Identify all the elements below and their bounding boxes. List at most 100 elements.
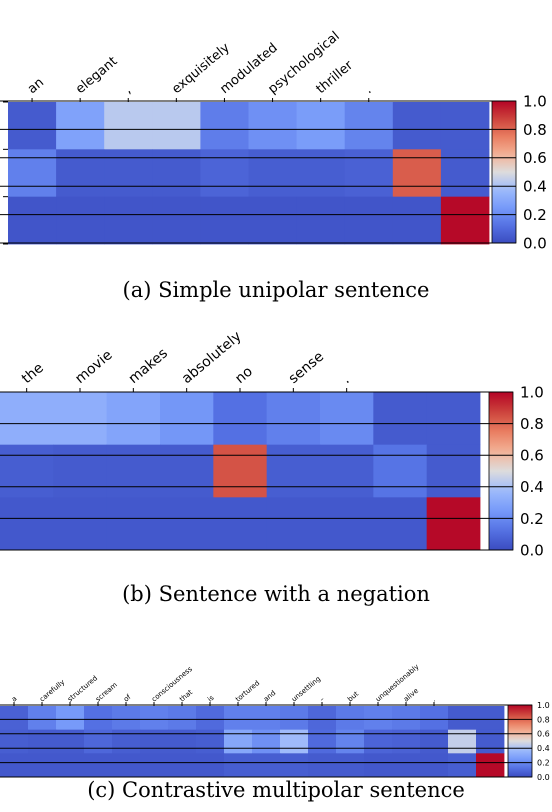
heatmap-cell bbox=[308, 706, 337, 731]
colorbar-tick-label: 0.2 bbox=[523, 206, 547, 224]
heatmap-cell bbox=[224, 753, 253, 778]
heatmap-cell bbox=[296, 196, 346, 245]
colorbar-tick-label: 0.8 bbox=[537, 715, 550, 724]
token-label: carefully bbox=[38, 678, 66, 703]
heatmap-cell bbox=[160, 497, 214, 551]
heatmap-cell bbox=[248, 196, 297, 245]
heatmap-cell bbox=[476, 753, 505, 778]
token-label: unsettling bbox=[290, 675, 322, 704]
token-label: tortured bbox=[234, 679, 261, 703]
token-label: . bbox=[430, 696, 437, 704]
heatmap-cell bbox=[392, 753, 421, 778]
heatmap-cell bbox=[440, 196, 490, 245]
figure-caption: (b) Sentence with a negation bbox=[122, 582, 430, 606]
heatmap-cell bbox=[112, 753, 141, 778]
heatmap-cell bbox=[56, 149, 105, 198]
token-label: and bbox=[262, 689, 277, 704]
heatmap-cell bbox=[140, 706, 169, 731]
heatmap-cell bbox=[364, 706, 393, 731]
token-label: but bbox=[346, 690, 360, 704]
heatmap-cell bbox=[392, 729, 421, 754]
heatmap-cell bbox=[28, 753, 57, 778]
heatmap-cell bbox=[266, 444, 321, 498]
heatmap-cell bbox=[200, 149, 249, 198]
heatmap-cell bbox=[320, 497, 374, 551]
token-label: makes bbox=[126, 345, 171, 387]
heatmap-cell bbox=[440, 102, 490, 150]
heatmap-cell bbox=[200, 102, 249, 150]
heatmap-cell bbox=[0, 392, 54, 446]
heatmap-cell bbox=[296, 149, 346, 198]
heatmap-cell bbox=[8, 102, 57, 150]
heatmap-cell bbox=[84, 753, 113, 778]
heatmap-cell bbox=[53, 497, 108, 551]
token-label: – bbox=[318, 695, 326, 704]
heatmap-cell bbox=[448, 753, 477, 778]
heatmap-cell bbox=[248, 102, 297, 150]
token-label: , bbox=[121, 83, 134, 97]
colorbar-tick-label: 0.6 bbox=[520, 447, 544, 465]
token-label: the bbox=[19, 360, 47, 387]
heatmap-cell bbox=[448, 706, 477, 731]
heatmap-cell bbox=[213, 497, 268, 551]
heatmap-cell bbox=[56, 753, 85, 778]
heatmap-cell bbox=[392, 196, 442, 245]
heatmap-cell bbox=[252, 729, 281, 754]
colorbar-tick-label: 0.6 bbox=[523, 149, 547, 167]
heatmap-cell bbox=[364, 753, 393, 778]
heatmap-cell bbox=[252, 706, 281, 731]
heatmap-cell bbox=[152, 149, 201, 198]
colorbar bbox=[488, 391, 514, 551]
token-label: is bbox=[206, 694, 216, 704]
heatmap-cell bbox=[53, 444, 108, 498]
heatmap-cell bbox=[248, 149, 297, 198]
heatmap-cell bbox=[392, 149, 442, 198]
heatmap-cell bbox=[152, 196, 201, 245]
heatmap-cell bbox=[224, 706, 253, 731]
heatmap-cell bbox=[420, 729, 449, 754]
heatmap-cell bbox=[308, 753, 337, 778]
heatmap-cell bbox=[336, 753, 365, 778]
colorbar-tick-label: 0.2 bbox=[537, 758, 550, 767]
heatmap-cell bbox=[0, 444, 54, 498]
heatmap-cell bbox=[84, 729, 113, 754]
colorbar-tick-label: 0.0 bbox=[520, 541, 544, 559]
figure-caption: (a) Simple unipolar sentence bbox=[123, 278, 430, 302]
heatmap-cell bbox=[8, 196, 57, 245]
heatmap-cell bbox=[392, 102, 442, 150]
heatmap-cell bbox=[392, 706, 421, 731]
heatmap-cell bbox=[336, 706, 365, 731]
heatmap-cell bbox=[440, 149, 490, 198]
heatmap-cell bbox=[320, 444, 374, 498]
heatmap-cell bbox=[296, 102, 346, 150]
heatmap-cell bbox=[56, 102, 105, 150]
heatmap-cell bbox=[56, 729, 85, 754]
heatmap-cell bbox=[106, 497, 161, 551]
heatmap-cell bbox=[56, 706, 85, 731]
token-label: sense bbox=[286, 349, 327, 387]
heatmap-cell bbox=[308, 729, 337, 754]
heatmap-cell bbox=[320, 392, 374, 446]
token-label: . bbox=[339, 372, 353, 387]
heatmap-cell bbox=[104, 102, 153, 150]
heatmap-cell bbox=[168, 753, 197, 778]
token-label: of bbox=[122, 693, 133, 704]
heatmap-cell bbox=[104, 149, 153, 198]
heatmap-cell bbox=[213, 444, 268, 498]
heatmap-cell bbox=[140, 753, 169, 778]
heatmap-cell bbox=[344, 102, 394, 150]
token-label: no bbox=[232, 364, 256, 387]
token-label: a bbox=[10, 695, 18, 704]
heatmap-cell bbox=[28, 706, 57, 731]
heatmap-cell bbox=[213, 392, 268, 446]
heatmap-cell bbox=[106, 392, 161, 446]
heatmap-cell bbox=[344, 196, 394, 245]
heatmap-cell bbox=[476, 729, 505, 754]
colorbar-tick-label: 0.4 bbox=[520, 478, 544, 496]
colorbar bbox=[507, 704, 533, 778]
colorbar-tick-label: 1.0 bbox=[520, 383, 544, 401]
token-label: elegant bbox=[73, 54, 120, 97]
colorbar-tick-label: 0.4 bbox=[523, 178, 547, 196]
heatmap-cell bbox=[420, 706, 449, 731]
